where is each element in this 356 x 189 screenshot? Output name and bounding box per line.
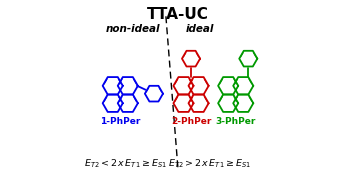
- Text: non-ideal: non-ideal: [106, 24, 161, 34]
- Text: ideal: ideal: [186, 24, 215, 34]
- Text: TTA-UC: TTA-UC: [147, 7, 209, 22]
- Text: 2-PhPer: 2-PhPer: [171, 117, 211, 126]
- Text: 1-PhPer: 1-PhPer: [100, 117, 141, 126]
- Text: $\mathit{E}_{T2} < 2\,\mathit{x}\,\mathit{E}_{T1} \geq \mathit{E}_{S1}$: $\mathit{E}_{T2} < 2\,\mathit{x}\,\mathi…: [84, 158, 167, 170]
- Text: $\mathit{E}_{T2} > 2\,\mathit{x}\,\mathit{E}_{T1} \geq \mathit{E}_{S1}$: $\mathit{E}_{T2} > 2\,\mathit{x}\,\mathi…: [168, 158, 251, 170]
- Text: 3-PhPer: 3-PhPer: [215, 117, 256, 126]
